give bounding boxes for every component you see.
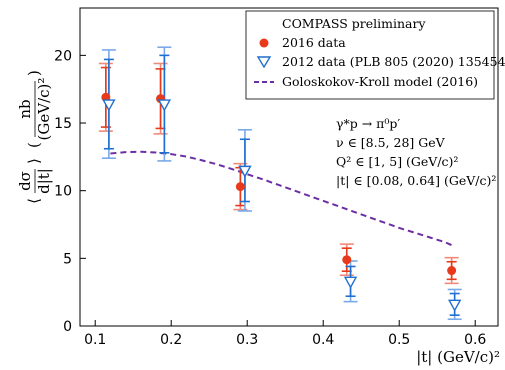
y-tick-label: 0 (63, 319, 72, 335)
point-2012 (447, 299, 462, 312)
data-layer (98, 46, 462, 321)
y-tick-label: 20 (54, 48, 72, 64)
x-tick-label: 0.2 (160, 332, 182, 348)
point-2012 (238, 165, 252, 178)
svg-text:dσ: dσ (16, 171, 34, 191)
x-tick-label: 0.6 (464, 332, 486, 348)
annotation-nu: ν ∈ [8.5, 28] GeV (336, 135, 446, 150)
x-tick-label: 0.4 (312, 332, 334, 348)
y-tick-label: 5 (63, 251, 72, 267)
svg-text:⟨: ⟨ (25, 198, 43, 204)
svg-text:nb: nb (16, 99, 34, 118)
model-layer (110, 150, 453, 247)
point-2016 (235, 182, 245, 192)
legend-label-model: Goloskokov-Kroll model (2016) (282, 74, 478, 89)
x-tick-label: 0.5 (388, 332, 410, 348)
point-2012 (102, 99, 116, 112)
svg-text:): ) (25, 70, 43, 76)
point-2012 (157, 99, 172, 112)
model-curve (110, 150, 453, 247)
plot-frame (79, 7, 499, 327)
y-tick-label: 10 (54, 184, 72, 200)
svg-text:(: ( (25, 142, 43, 148)
point-2016 (342, 255, 352, 265)
annotation-q2: Q² ∈ [1, 5] (GeV/c)² (336, 154, 458, 169)
y-tick-label: 15 (54, 116, 72, 132)
svg-text:(GeV/c)²: (GeV/c)² (35, 78, 53, 141)
legend-label-2012: 2012 data (PLB 805 (2020) 135454) (282, 54, 505, 69)
legend: COMPASS preliminary 2016 data 2012 data … (245, 10, 505, 100)
legend-marker-2016 (259, 38, 269, 48)
legend-frame (245, 10, 495, 100)
legend-title: COMPASS preliminary (282, 16, 426, 31)
kinematics-annotation: γ*p → π⁰p′ ν ∈ [8.5, 28] GeV Q² ∈ [1, 5]… (336, 116, 496, 188)
annotation-t: |t| ∈ [0.08, 0.64] (GeV/c)² (336, 173, 496, 188)
svg-text:⟩: ⟩ (25, 158, 43, 164)
ticks: 0.1 0.2 0.3 0.4 0.5 0.6 0 5 10 15 20 (54, 48, 486, 348)
x-axis-label: |t| (GeV/c)² (416, 348, 500, 366)
point-2012 (343, 276, 358, 289)
point-2016 (447, 266, 457, 276)
svg-text:d|t|: d|t| (35, 168, 53, 194)
annotation-process: γ*p → π⁰p′ (336, 116, 400, 131)
x-tick-label: 0.1 (84, 332, 106, 348)
legend-label-2016: 2016 data (282, 35, 346, 50)
legend-marker-2012 (256, 56, 272, 69)
x-tick-label: 0.3 (236, 332, 258, 348)
y-axis-label: ⟨ dσ d|t| ⟩ ( nb (GeV/c)² ) (16, 70, 53, 204)
